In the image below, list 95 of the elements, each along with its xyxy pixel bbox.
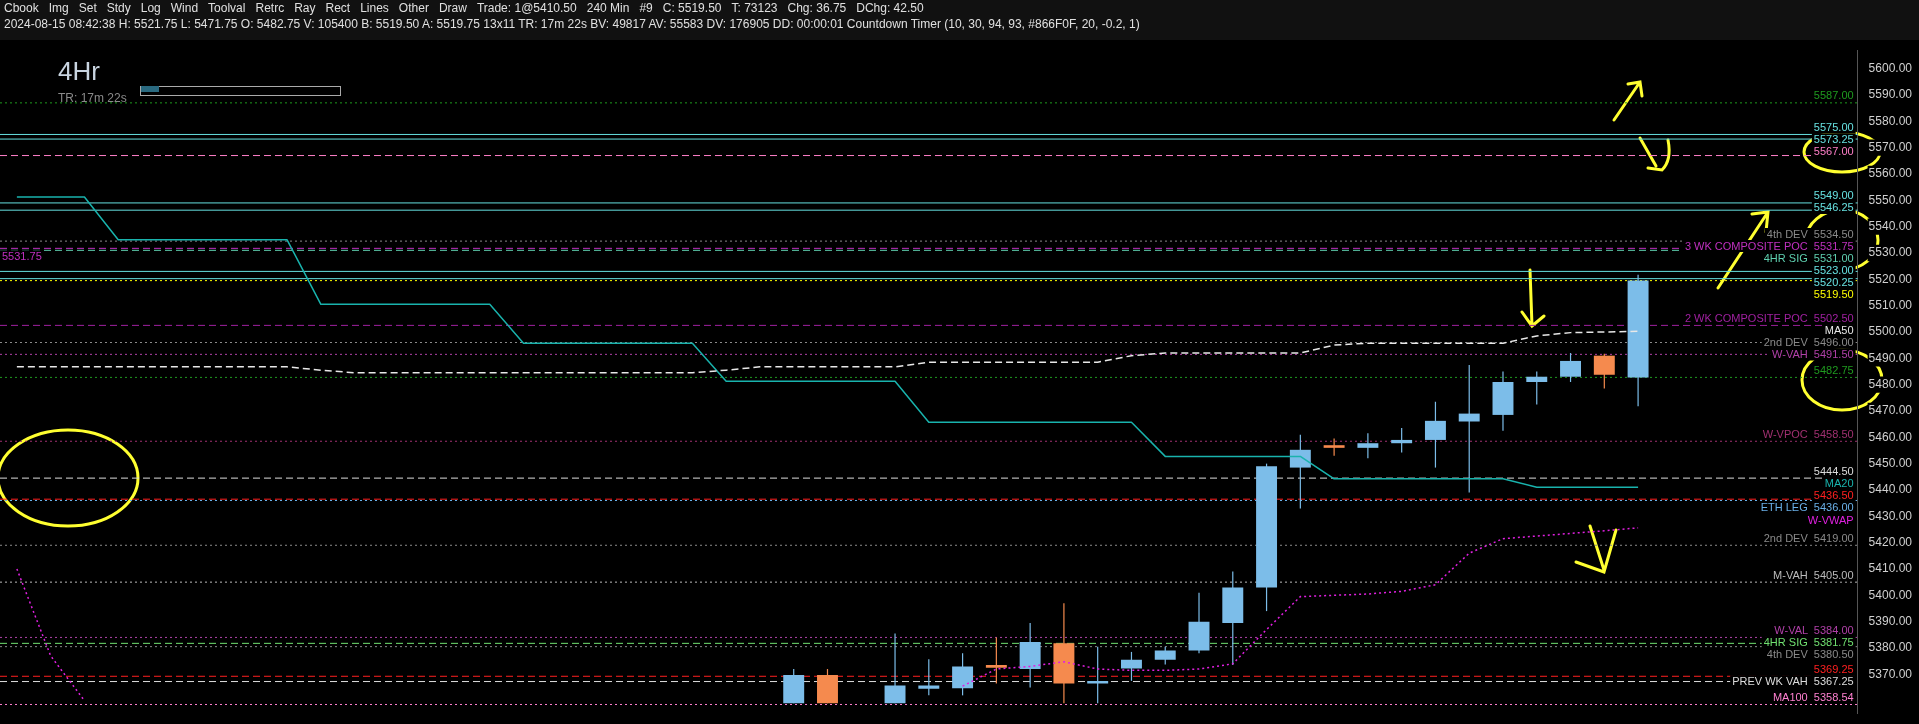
ref-line-label: 5573.25 (1813, 133, 1854, 145)
text: Lines (360, 1, 389, 15)
candlestick (1289, 434, 1311, 509)
text: MA50 (1824, 323, 1854, 336)
y-tick-label: 5510.00 (1868, 297, 1913, 312)
y-tick-label: 5580.00 (1868, 113, 1913, 128)
candlestick (952, 652, 974, 696)
y-tick-label: 5500.00 (1868, 324, 1913, 339)
text: Cbook (4, 1, 39, 15)
ref-line-label: 2 WK COMPOSITE POC 5502.50 (1684, 311, 1854, 324)
text: 240 Min (586, 1, 630, 15)
ref-line-label: 5587.00 (1813, 89, 1854, 102)
text: C: 5519.50 (662, 1, 722, 15)
text: 2024-08-15 08:42:38 H: 5521.75 L: 5471.75 O: 5482.75 V: 105400 B: 5519.50 A: 5519.75 13x11 TR: 17m 22s BV: 49817 AV: 55583 DV: 176905 DD: 00:00:01 Countdown Timer (10, 30, 94, 93, #866F0F, 20, -0.2, 1) (4, 17, 1140, 31)
candlestick (1357, 432, 1379, 459)
ref-line-label: W-VPOC 5458.50 (1762, 427, 1854, 440)
y-tick-label: 5380.00 (1868, 640, 1913, 655)
text: #9 (639, 1, 653, 15)
ref-line-label: 2nd DEV 5496.00 (1763, 335, 1854, 348)
ref-line-label: 5519.50 (1813, 287, 1854, 300)
text: Log (140, 1, 161, 15)
line-series (16, 330, 1639, 374)
text: Chg: 36.75 (787, 1, 847, 15)
y-tick-label: 5420.00 (1868, 534, 1913, 549)
ref-line-label: 4HR SIG 5381.75 (1763, 635, 1854, 648)
text: Other (398, 1, 429, 15)
y-tick-label: 5480.00 (1868, 376, 1913, 391)
y-tick-label: 5520.00 (1868, 271, 1913, 286)
text: Img (48, 1, 69, 15)
y-tick-label: 5540.00 (1868, 218, 1913, 233)
candlestick (1560, 352, 1582, 383)
ref-line-label: M-VAH 5405.00 (1773, 568, 1854, 581)
candlestick (1323, 438, 1345, 457)
ref-line-label: 4HR SIG 5531.00 (1763, 251, 1854, 264)
text: T: 73123 (731, 1, 778, 15)
candlestick (1087, 646, 1109, 704)
y-tick-label: 5400.00 (1868, 587, 1913, 602)
y-tick-label: 5370.00 (1868, 666, 1913, 681)
candlestick (1120, 651, 1142, 682)
ref-line-label: 2nd DEV 5419.00 (1763, 531, 1854, 544)
text: DChg: 42.50 (856, 1, 924, 15)
y-tick-label: 5590.00 (1868, 87, 1913, 102)
y-tick-label: 5470.00 (1868, 403, 1913, 418)
y-tick-label: 5430.00 (1868, 508, 1913, 523)
text: Toolval (208, 1, 246, 15)
ref-line-label: W-VAH 5491.50 (1772, 347, 1854, 360)
candlestick (1424, 401, 1446, 469)
text: Ray (294, 1, 316, 15)
text: Trade: 1@5410.50 (476, 1, 577, 15)
ref-line-label: 5444.50 (1813, 464, 1854, 477)
ref-line-label: 4th DEV 5534.50 (1766, 227, 1854, 240)
annotation: 5531.75 (2, 249, 42, 262)
ref-line-label: W-VAL 5384.00 (1774, 623, 1854, 636)
candlestick (1593, 353, 1615, 390)
candlestick (884, 632, 906, 704)
y-tick-label: 5600.00 (1868, 60, 1913, 75)
ref-line-label: 5436.50 (1813, 488, 1854, 501)
y-tick-label: 5560.00 (1868, 166, 1913, 181)
text: W-VWAP (1807, 514, 1854, 527)
text: Retrc (255, 1, 285, 15)
candlestick (918, 658, 940, 696)
y-tick-label: 5390.00 (1868, 613, 1913, 628)
y-tick-label: 5440.00 (1868, 482, 1913, 497)
y-tick-label: 5570.00 (1868, 139, 1913, 154)
text: MA20 (1824, 476, 1854, 489)
ref-line-label: 3 WK COMPOSITE POC 5531.75 (1684, 239, 1854, 252)
y-tick-label: 5450.00 (1868, 455, 1913, 470)
ref-line-label: 5567.00 (1813, 145, 1854, 157)
y-tick-label: 5410.00 (1868, 561, 1913, 576)
text: Draw (438, 1, 467, 15)
text: Stdy (106, 1, 131, 15)
text: Rect (325, 1, 351, 15)
chart-title: 4Hr (58, 56, 101, 87)
y-tick-label: 5530.00 (1868, 245, 1913, 260)
ref-line-label: 5575.00 (1813, 121, 1854, 133)
candlestick (1391, 427, 1413, 454)
ref-line-label: 5549.00 (1813, 189, 1854, 202)
ref-line-label: 5546.25 (1813, 201, 1854, 214)
ref-line-label: 4th DEV 5380.50 (1766, 647, 1854, 660)
text: Set (78, 1, 97, 15)
ref-line-label: 5369.25 (1813, 662, 1854, 675)
candlestick (1526, 370, 1548, 405)
ref-line-label: 5520.25 (1813, 275, 1854, 288)
ref-line-label: MA100 5358.54 (1772, 691, 1854, 704)
ref-line-label: 5523.00 (1813, 263, 1854, 276)
text: Wind (170, 1, 199, 15)
candlestick (985, 636, 1007, 685)
ref-line-label: 5482.75 (1813, 363, 1854, 376)
ref-line-label: ETH LEG 5436.00 (1760, 500, 1854, 513)
y-tick-label: 5550.00 (1868, 192, 1913, 207)
text: TR: 17m 22s (58, 91, 127, 106)
ref-line-label: PREV WK VAH 5367.25 (1732, 674, 1854, 687)
y-tick-label: 5460.00 (1868, 429, 1913, 444)
candlestick (1458, 364, 1480, 494)
y-tick-label: 5490.00 (1868, 350, 1913, 365)
